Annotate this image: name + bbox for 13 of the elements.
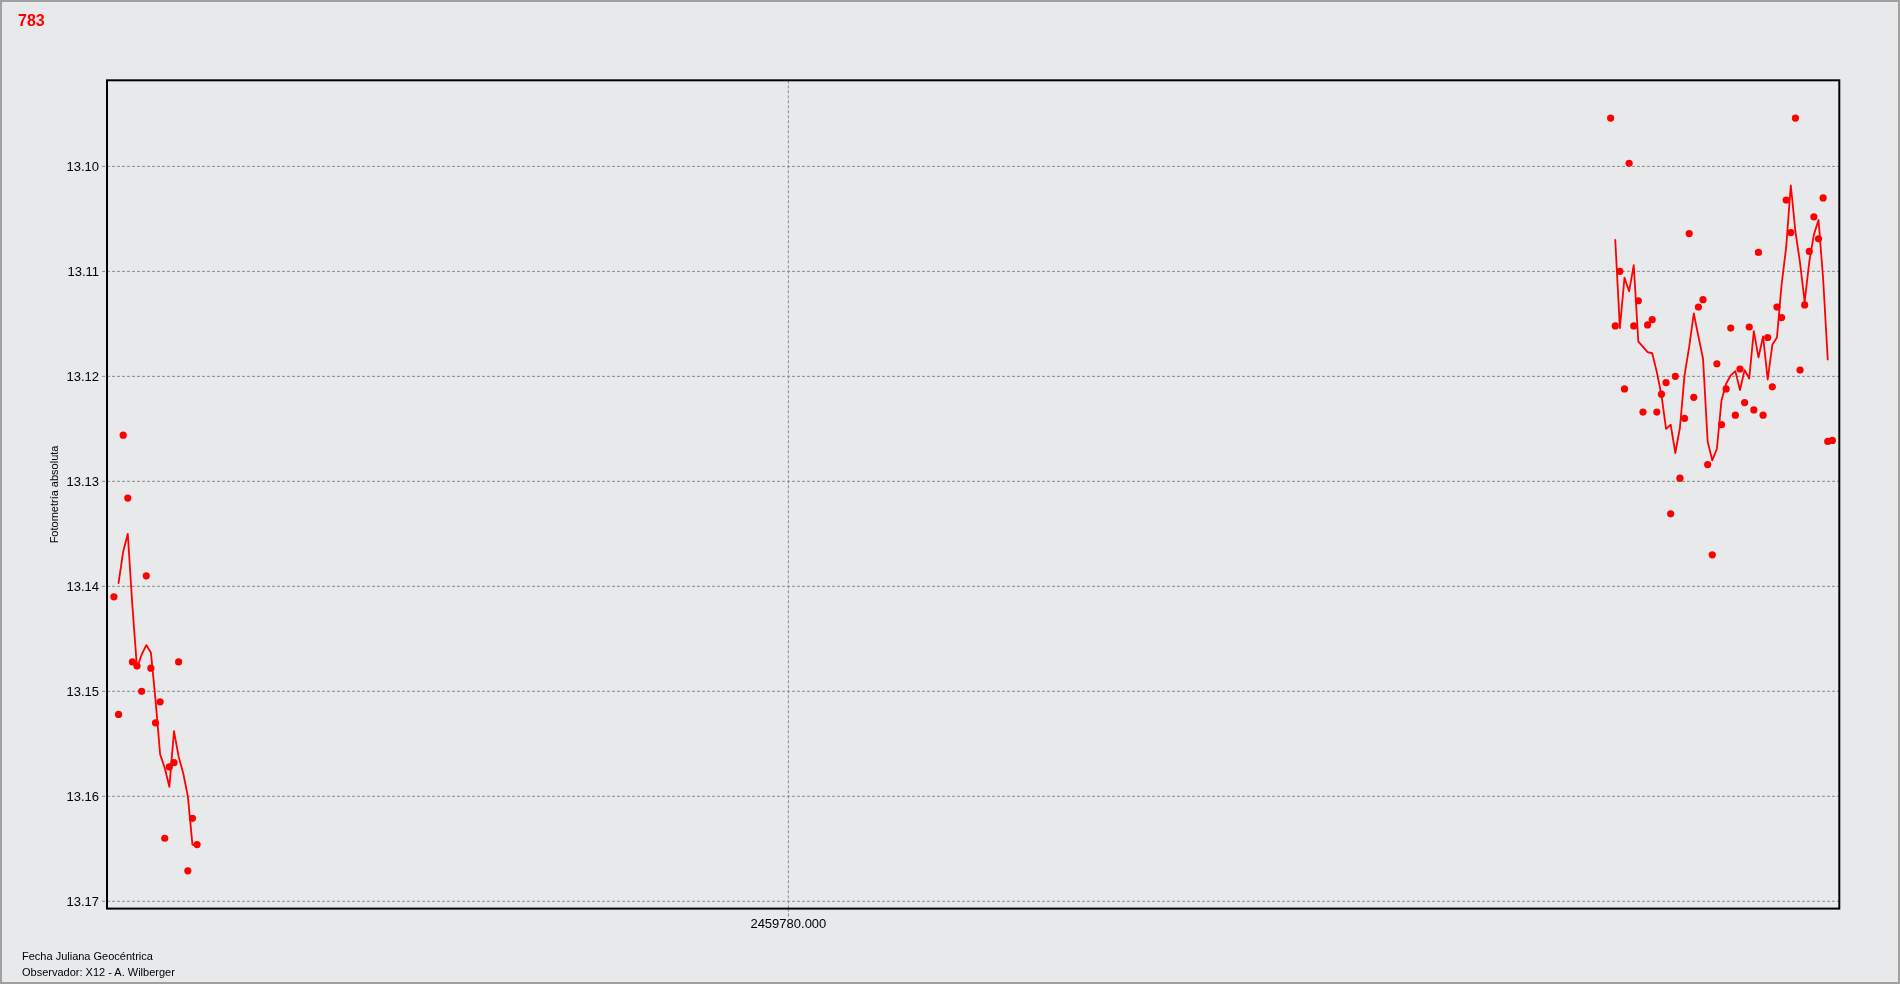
y-tick-label: 13.14: [66, 578, 99, 594]
y-tick-label: 13.12: [66, 368, 99, 384]
y-tick-label: 13.16: [66, 788, 99, 804]
y-tick-label: 13.15: [66, 683, 99, 699]
y-axis-title: Fotometría absoluta: [48, 444, 60, 544]
chart-title: 783: [18, 12, 45, 29]
y-tick-label: 13.13: [66, 473, 99, 489]
y-tick-label: 13.17: [66, 893, 99, 909]
x-tick-label: 2459780.000: [750, 915, 827, 931]
text: Observador: X12 - A. Wilberger: [22, 966, 176, 978]
y-tick-label: 13.11: [67, 263, 99, 279]
y-tick-label: 13.10: [66, 158, 99, 174]
x-axis-title: Fecha Juliana Geocéntrica: [22, 950, 154, 962]
